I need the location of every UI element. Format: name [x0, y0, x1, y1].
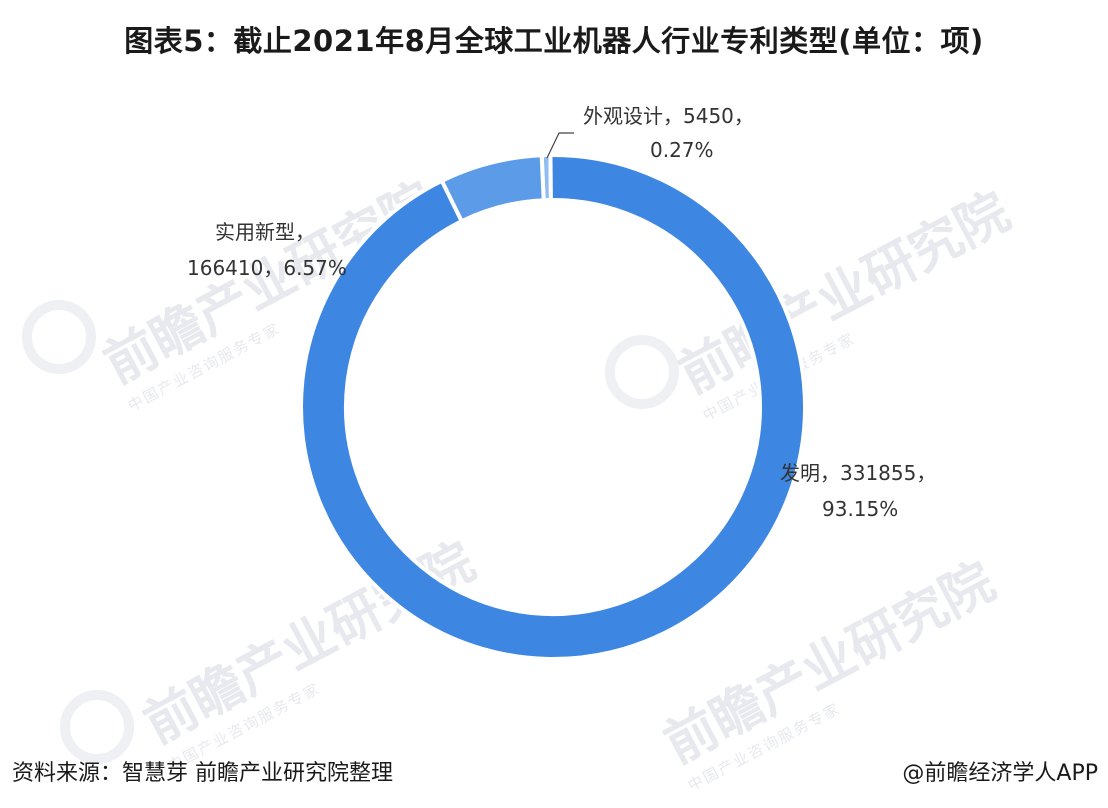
slice-label-line1: 外观设计，5450， [583, 104, 754, 128]
slice-label-line2: 166410，6.57% [187, 256, 347, 280]
source-note: 资料来源：智慧芽 前瞻产业研究院整理 [12, 761, 393, 786]
slice-label-line2: 0.27% [650, 138, 714, 162]
leader-line [546, 132, 574, 159]
credit-note: @前瞻经济学人APP [902, 761, 1098, 786]
slice-label-line1: 发明，331855， [780, 461, 936, 485]
chart-title: 图表5：截止2021年8月全球工业机器人行业专利类型(单位：项) [124, 24, 984, 58]
slice-发明 [299, 153, 807, 661]
slice-实用新型 [439, 153, 546, 224]
slice-label-line1: 实用新型， [215, 220, 315, 244]
slice-label-line2: 93.15% [822, 497, 898, 521]
